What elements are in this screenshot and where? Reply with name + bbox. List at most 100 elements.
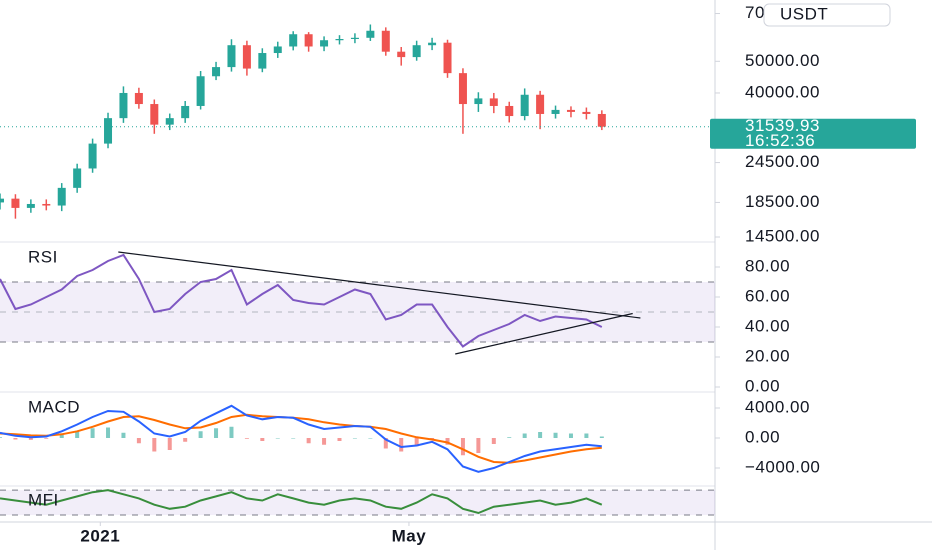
candle-body (597, 113, 606, 127)
candle-body (474, 98, 483, 105)
last-price-label: 31539.93 (745, 116, 820, 135)
histogram-bar (28, 438, 33, 440)
y-tick-label: 14500.00 (745, 227, 820, 246)
histogram-bar (214, 428, 219, 438)
histogram-bar (352, 438, 357, 439)
candle-body (273, 46, 282, 54)
signal-line (0, 413, 602, 464)
candle-body (381, 30, 390, 52)
histogram-bar (291, 438, 296, 439)
candle-body (350, 37, 359, 40)
histogram-bar (198, 431, 203, 438)
histogram-bar (476, 438, 481, 453)
histogram-bar (106, 427, 111, 438)
band-fill (0, 490, 715, 516)
indicator-line (0, 489, 603, 515)
y-tick-label: 0.00 (745, 427, 780, 446)
candle-body (26, 203, 35, 208)
candle-body (397, 51, 406, 58)
candle-body (119, 92, 128, 119)
candle-body (428, 42, 437, 46)
histogram-bar (90, 428, 95, 438)
y-tick-label: 80.00 (745, 256, 790, 275)
macd-line (0, 404, 602, 473)
histogram-bar (244, 438, 249, 439)
histogram-bar (229, 426, 234, 438)
y-tick-label: 60.00 (745, 286, 790, 305)
x-tick-label: 2021 (80, 526, 120, 545)
histogram-bar (75, 431, 80, 438)
y-tick-label: 40.00 (745, 316, 790, 335)
candle-body (42, 203, 51, 206)
candle-body (304, 34, 313, 47)
trendline (455, 312, 633, 355)
candle-body (150, 104, 159, 125)
candle-body (258, 53, 267, 69)
candle-body (320, 40, 329, 47)
histogram-bar (167, 438, 172, 450)
pane-title: MACD (28, 397, 80, 416)
y-tick-label: 40000.00 (745, 82, 820, 101)
x-tick-label: May (392, 526, 427, 545)
y-tick-label: 50000.00 (745, 51, 820, 70)
histogram-bar (568, 433, 573, 438)
histogram-bar (59, 435, 64, 438)
candle-body (335, 39, 344, 41)
candle-body (458, 73, 467, 105)
histogram-bar (383, 438, 388, 449)
y-tick-label: 4000.00 (745, 397, 810, 416)
candle-body (289, 34, 298, 47)
candle-body (196, 76, 205, 106)
candle-body (57, 187, 66, 206)
candle-body (443, 42, 452, 74)
candle-body (242, 45, 251, 69)
histogram-bar (399, 438, 404, 452)
price-label-box (710, 118, 916, 149)
histogram-bar (538, 432, 543, 438)
histogram-bar (306, 438, 311, 444)
histogram-bar (322, 438, 327, 445)
candle-body (551, 109, 560, 114)
pane-title: MFI (28, 490, 59, 509)
trendline (118, 251, 641, 319)
histogram-bar (491, 438, 496, 444)
histogram-bar (599, 436, 604, 438)
candle-body (11, 198, 20, 208)
histogram-bar (260, 438, 265, 441)
candle-body (520, 94, 529, 117)
histogram-bar (445, 438, 450, 445)
currency-label[interactable]: USDT (780, 4, 828, 23)
histogram-bar (414, 438, 419, 447)
y-tick-label: −4000.00 (745, 457, 820, 476)
histogram-bar (0, 437, 2, 438)
candle-body (181, 105, 190, 119)
candle-body (536, 94, 545, 114)
candle-body (566, 109, 575, 112)
candle-body (104, 118, 113, 144)
histogram-bar (584, 433, 589, 438)
candle-body (165, 118, 174, 125)
currency-button[interactable] (763, 3, 891, 27)
candle-body (134, 92, 143, 105)
y-tick-label: 0.00 (745, 376, 780, 395)
candle-body (0, 198, 4, 203)
candle-body (212, 67, 221, 77)
y-tick-label: 20.00 (745, 346, 790, 365)
candle-body (88, 143, 97, 169)
candle-body (505, 105, 514, 117)
countdown-label: 16:52:36 (745, 131, 815, 150)
candle-body (73, 168, 82, 188)
candle-body (489, 98, 498, 106)
y-tick-label: 24500.00 (745, 152, 820, 171)
histogram-bar (337, 438, 342, 441)
candle-body (412, 45, 421, 58)
histogram-bar (275, 438, 280, 439)
candle-body (366, 30, 375, 38)
pane-title: RSI (28, 247, 58, 266)
histogram-bar (368, 438, 373, 439)
histogram-bar (121, 432, 126, 438)
y-tick-label: 18500.00 (745, 192, 820, 211)
histogram-bar (183, 438, 188, 442)
histogram-bar (152, 438, 157, 452)
histogram-bar (44, 438, 49, 439)
